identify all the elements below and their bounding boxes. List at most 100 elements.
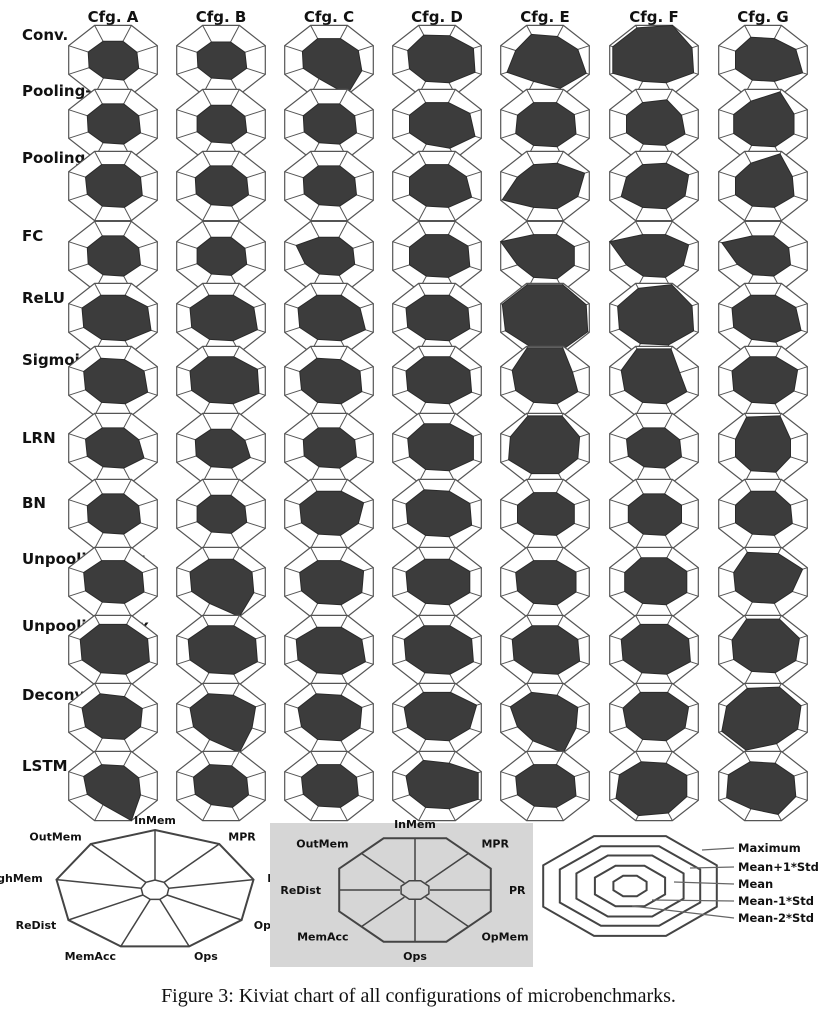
kiviat-data-polygon (624, 557, 688, 606)
kiviat-cell (176, 546, 266, 618)
kiviat-data-polygon (608, 234, 690, 278)
kiviat-cell (176, 345, 266, 417)
kiviat-cell (609, 546, 699, 618)
kiviat-cell (500, 750, 590, 822)
legend1-spoke (163, 843, 220, 883)
legend3-ring (612, 874, 648, 898)
kiviat-cell (718, 24, 808, 96)
kiviat-cell (68, 345, 158, 417)
kiviat-data-polygon (405, 489, 473, 538)
kiviat-data-polygon (626, 99, 686, 146)
kiviat-cell (68, 24, 158, 96)
kiviat-data-polygon (733, 91, 795, 148)
kiviat-data-polygon (86, 235, 142, 277)
kiviat-cell (609, 345, 699, 417)
kiviat-data-polygon (620, 623, 691, 675)
config-header-3: Cfg. D (411, 8, 463, 26)
kiviat-cell (284, 412, 374, 484)
kiviat-data-polygon (196, 41, 248, 80)
kiviat-cell (176, 478, 266, 550)
kiviat-cell (68, 150, 158, 222)
legend3-ring-label: Mean-2*Std (738, 911, 814, 925)
kiviat-data-polygon (405, 356, 473, 405)
kiviat-cell (718, 614, 808, 686)
row-label-4: ReLU (22, 289, 65, 307)
kiviat-cell (609, 412, 699, 484)
kiviat-data-polygon (625, 427, 683, 469)
kiviat-cell (284, 24, 374, 96)
kiviat-cell (609, 478, 699, 550)
figure-caption: Figure 3: Kiviat chart of all configurat… (161, 985, 676, 1007)
legend2-axis-label: InMem (394, 818, 436, 831)
kiviat-cell (718, 478, 808, 550)
kiviat-cell (392, 24, 482, 96)
kiviat-cell (609, 24, 699, 96)
kiviat-cell (284, 282, 374, 354)
kiviat-cell (68, 478, 158, 550)
kiviat-grid (68, 24, 808, 822)
kiviat-data-polygon (194, 428, 251, 469)
legend3-ring (558, 845, 702, 927)
legend3-pointer (673, 881, 735, 885)
kiviat-cell (500, 412, 590, 484)
legend2-spoke (425, 896, 470, 928)
row-label-11: LSTM (22, 757, 68, 775)
kiviat-data-polygon (403, 691, 478, 742)
kiviat-data-polygon (515, 764, 577, 808)
legends: InMem MPR PR OpMem Ops MemAcc ReDist WghMem OutM… (0, 814, 819, 967)
kiviat-cell (718, 150, 808, 222)
config-headers: Cfg. A Cfg. B Cfg. C Cfg. D Cfg. E Cfg. F Cfg.… (88, 8, 789, 26)
kiviat-data-polygon (509, 691, 579, 754)
legend3-ring (542, 835, 718, 937)
kiviat-data-polygon (721, 686, 802, 751)
kiviat-data-polygon (731, 618, 800, 674)
kiviat-data-polygon (617, 284, 695, 346)
legend3-pointer (701, 847, 735, 851)
row-label-0: Conv. (22, 26, 68, 44)
kiviat-cell (718, 345, 808, 417)
legend2-center (400, 880, 430, 900)
legend2-spoke (425, 852, 470, 884)
kiviat-data-polygon (615, 761, 688, 817)
kiviat-cell (284, 88, 374, 160)
kiviat-cell (68, 412, 158, 484)
legend2-axis-label: ReDist (280, 884, 321, 897)
config-header-6: Cfg. G (737, 8, 789, 26)
kiviat-data-polygon (196, 236, 248, 276)
kiviat-cell (718, 88, 808, 160)
kiviat-data-polygon (295, 236, 356, 276)
kiviat-data-polygon (297, 294, 366, 342)
kiviat-data-polygon (302, 165, 358, 207)
kiviat-data-polygon (501, 162, 586, 210)
kiviat-cell (500, 614, 590, 686)
legend1-axis-label: MPR (228, 830, 256, 843)
legend2-spoke (360, 896, 405, 928)
legend1-spoke (166, 894, 242, 921)
legend1-spoke (159, 898, 190, 947)
kiviat-data-polygon (196, 104, 248, 144)
kiviat-cell (176, 150, 266, 222)
kiviat-data-polygon (299, 560, 365, 606)
kiviat-data-polygon (726, 761, 797, 815)
kiviat-data-polygon (189, 693, 257, 754)
kiviat-cell (176, 220, 266, 292)
kiviat-data-polygon (299, 490, 365, 536)
kiviat-cell (284, 478, 374, 550)
kiviat-cell (609, 614, 699, 686)
kiviat-data-polygon (83, 764, 142, 822)
legend3-ring-label: Mean-1*Std (738, 894, 814, 908)
kiviat-cell (609, 150, 699, 222)
kiviat-data-polygon (192, 764, 250, 808)
legend2-axis-label: MPR (481, 837, 509, 850)
legend1-axis-label: OutMem (29, 830, 81, 843)
kiviat-cell (392, 220, 482, 292)
kiviat-cell (284, 682, 374, 754)
kiviat-cell (176, 614, 266, 686)
kiviat-data-polygon (735, 153, 795, 208)
kiviat-data-polygon (407, 423, 474, 472)
kiviat-data-polygon (196, 494, 248, 534)
row-label-10: Deconv. (22, 686, 89, 704)
kiviat-cell (392, 412, 482, 484)
kiviat-data-polygon (508, 415, 581, 475)
kiviat-data-polygon (409, 102, 476, 149)
